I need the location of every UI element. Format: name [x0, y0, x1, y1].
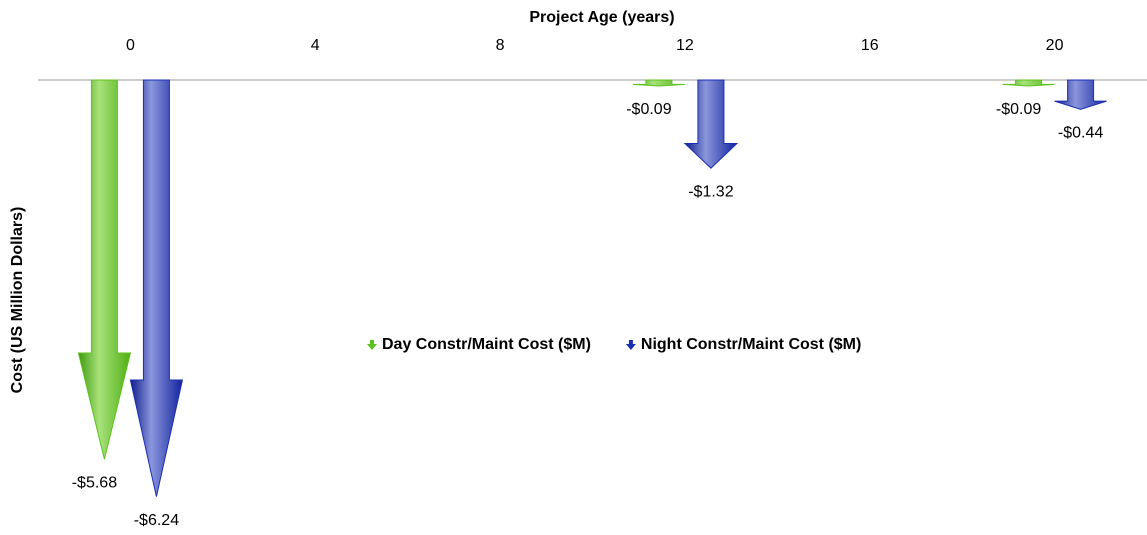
arrow-bar [1054, 79, 1107, 110]
legend-icon [367, 340, 377, 350]
x-tick-label: 20 [1046, 37, 1064, 54]
arrow-bar [632, 79, 685, 87]
value-label: -$0.44 [1058, 125, 1103, 142]
arrow-bar [129, 79, 184, 497]
x-tick-label: 12 [676, 37, 694, 54]
legend-label: Day Constr/Maint Cost ($M) [382, 336, 591, 353]
value-label: -$6.24 [134, 512, 179, 529]
arrow-bar [77, 79, 132, 460]
x-tick-label: 8 [496, 37, 505, 54]
y-axis-title: Cost (US Million Dollars) [9, 207, 26, 394]
x-tick-label: 16 [861, 37, 879, 54]
value-label: -$0.09 [626, 101, 671, 118]
legend-label: Night Constr/Maint Cost ($M) [641, 336, 861, 353]
arrow-bar [1002, 79, 1055, 87]
value-label: -$1.32 [688, 183, 733, 200]
x-tick-label: 0 [126, 37, 135, 54]
x-tick-label: 4 [311, 37, 320, 54]
value-label: -$5.68 [72, 474, 117, 491]
value-label: -$0.09 [996, 101, 1041, 118]
legend-icon [625, 340, 636, 350]
x-axis-title: Project Age (years) [529, 9, 674, 26]
arrow-bar [683, 79, 739, 169]
